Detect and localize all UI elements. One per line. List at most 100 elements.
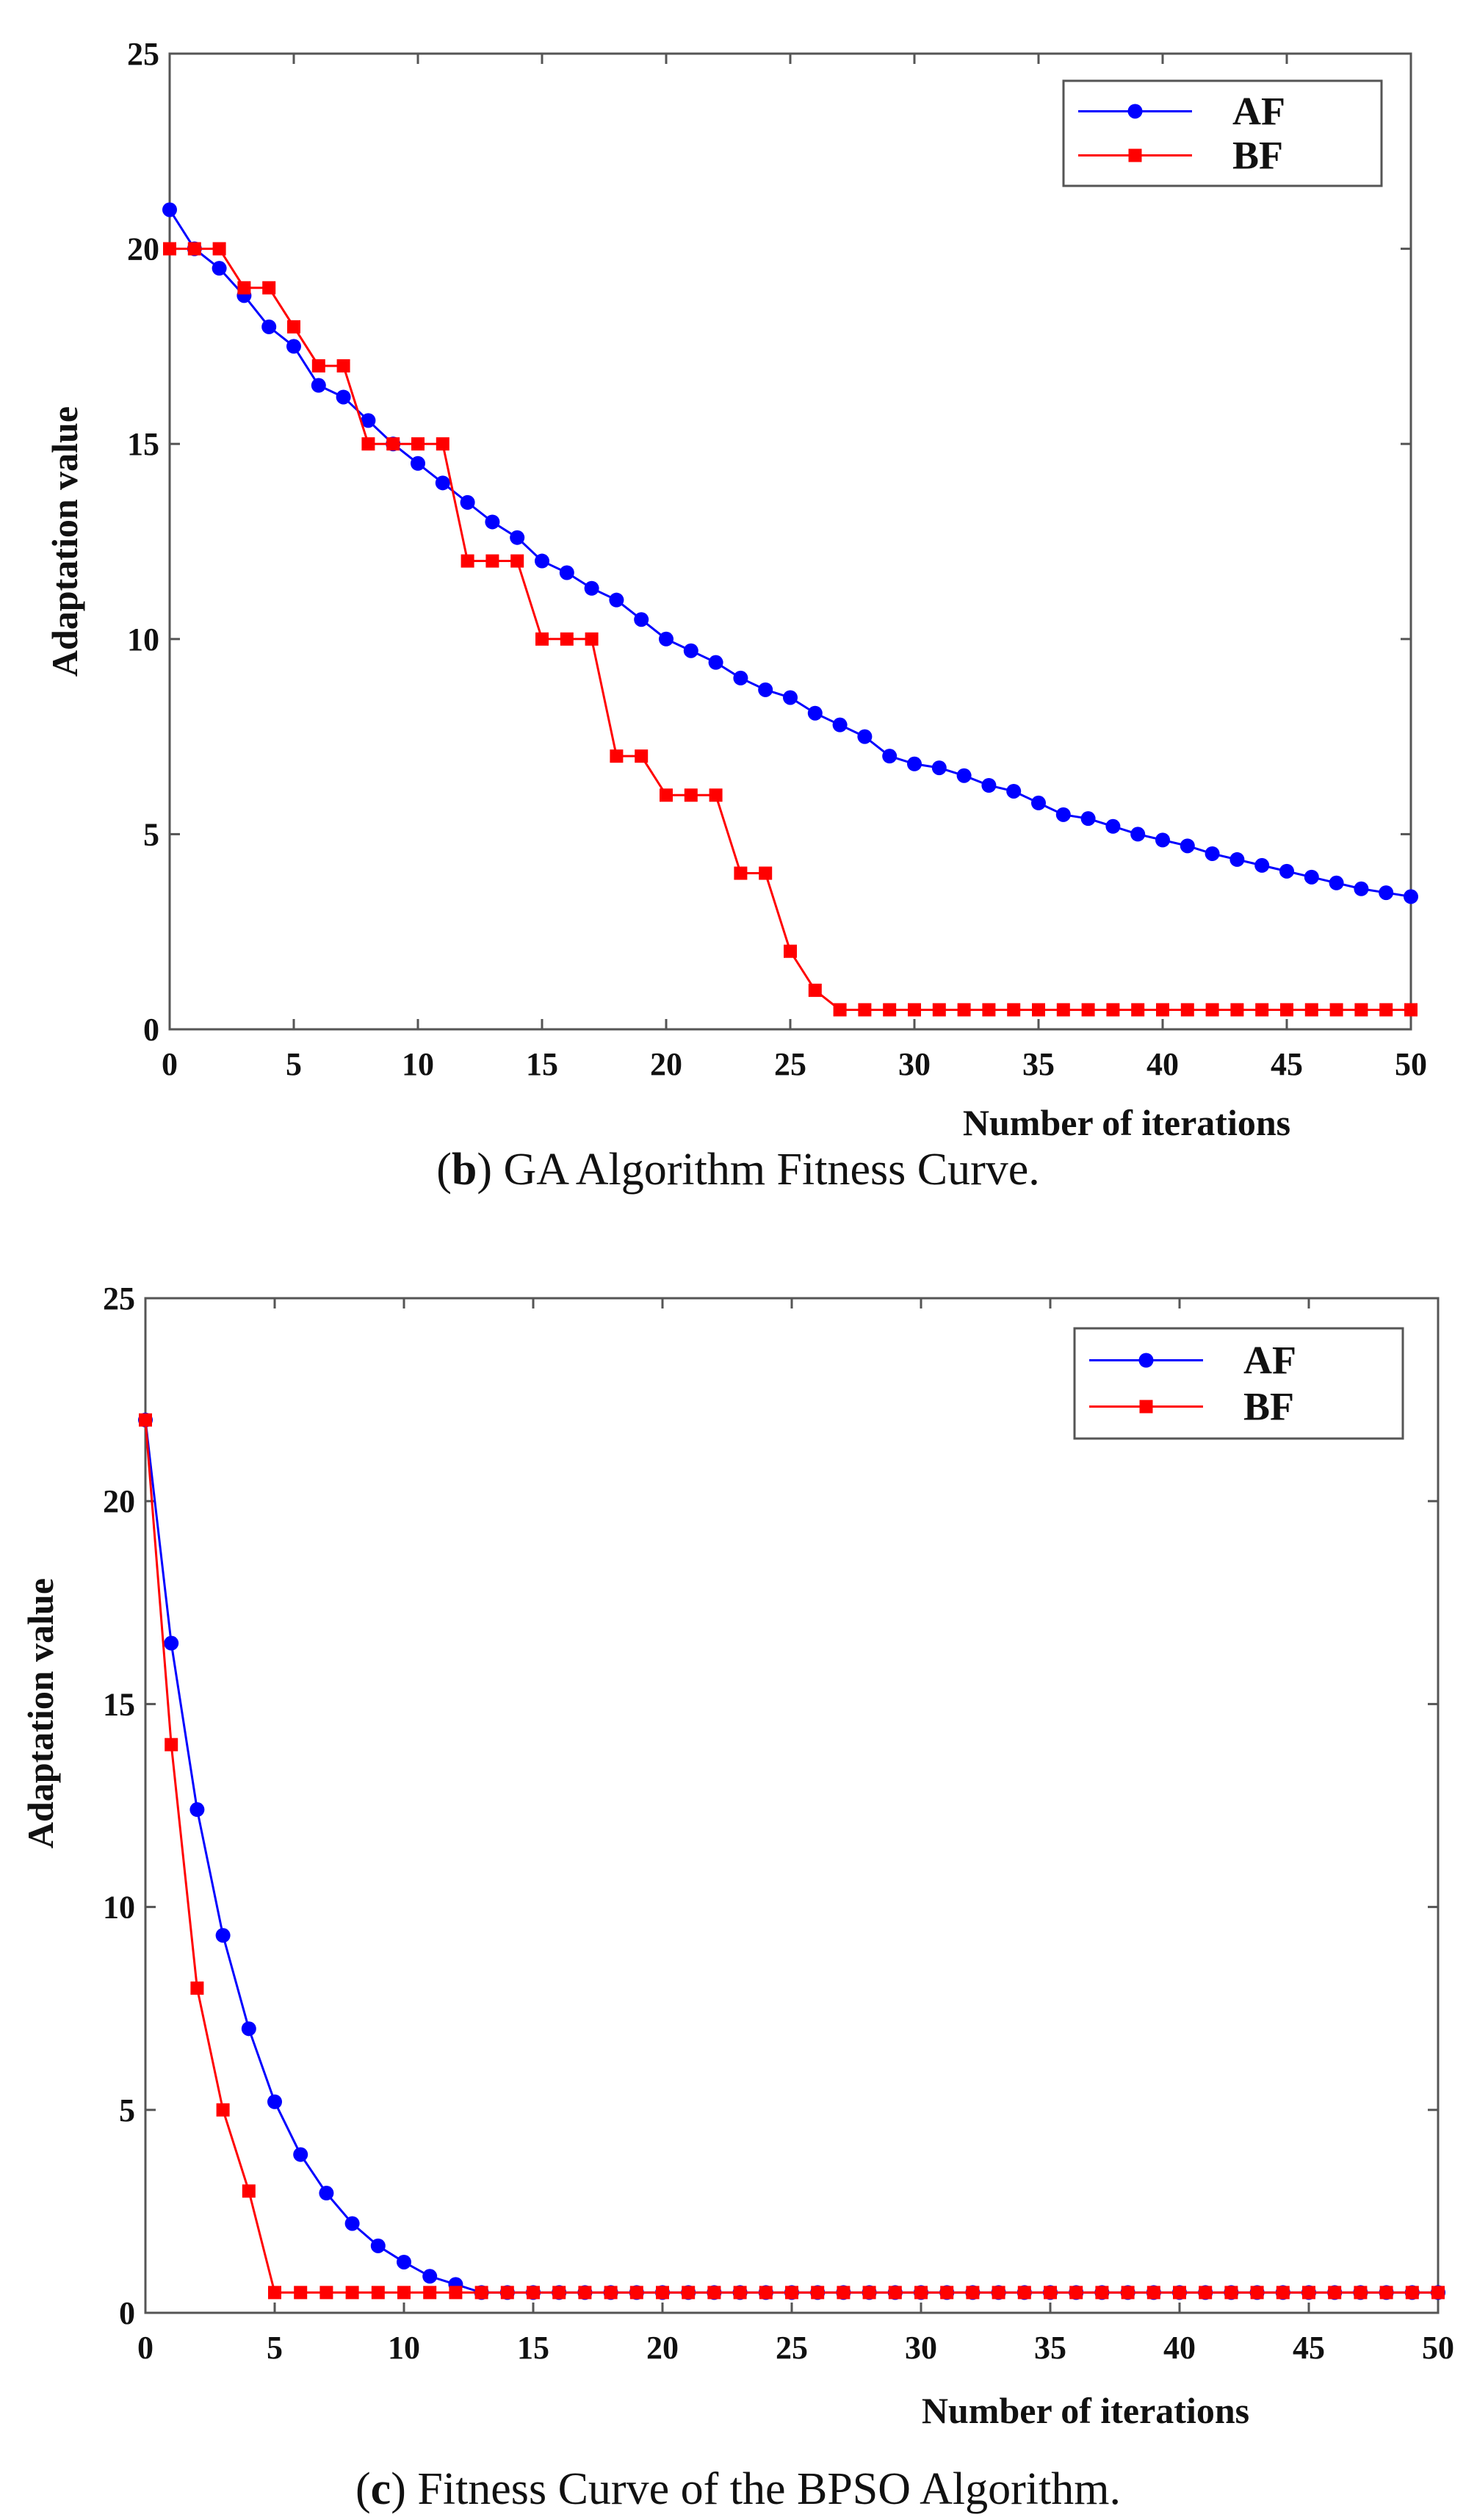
data-point-af: [164, 1635, 179, 1651]
data-point-bf: [883, 1003, 897, 1017]
data-point-bf: [1431, 2286, 1445, 2300]
data-point-bf: [163, 242, 176, 256]
data-point-bf: [386, 437, 400, 451]
data-point-bf: [371, 2286, 385, 2300]
chart-bpso: 0 5 10 15 20 25 30 35 40 45 50 0 5 10 15 20 25 Number of …: [20, 1281, 1454, 2514]
data-point-bf: [940, 2286, 954, 2300]
data-point-af: [1354, 881, 1369, 896]
data-point-af: [261, 319, 277, 334]
data-point-af: [683, 643, 698, 658]
caption-text: GA Algorithm Fitness Curve.: [504, 1145, 1040, 1195]
data-point-af: [783, 690, 798, 705]
data-point-bf: [1032, 1003, 1045, 1017]
data-point-bf: [733, 2286, 747, 2300]
data-point-bf: [242, 2184, 256, 2198]
plot-area: [168, 52, 1412, 1031]
data-point-bf: [1199, 2286, 1213, 2300]
data-point-bf: [734, 866, 748, 880]
data-point-bf: [397, 2286, 411, 2300]
data-point-af: [1006, 783, 1022, 799]
x-tick-label: 0: [137, 2330, 154, 2366]
plot-area: [144, 1297, 1440, 2314]
data-point-af: [1404, 889, 1418, 904]
data-point-af: [1279, 863, 1294, 879]
data-point-af: [311, 378, 326, 393]
data-point-af: [758, 682, 773, 697]
y-tick-label: 25: [103, 1281, 135, 1317]
data-point-bf: [1205, 1003, 1219, 1017]
data-point-af: [212, 261, 227, 276]
x-tick-label: 45: [1293, 2330, 1325, 2366]
x-tick-label: 15: [517, 2330, 549, 2366]
data-point-af: [397, 2254, 411, 2269]
data-point-bf: [560, 632, 574, 646]
data-point-bf: [345, 2286, 359, 2300]
data-point-bf: [319, 2286, 333, 2300]
data-point-af: [634, 612, 649, 627]
x-tick-label: 20: [646, 2330, 679, 2366]
data-point-bf: [485, 554, 499, 568]
data-point-af: [832, 717, 848, 732]
data-point-bf: [1255, 1003, 1269, 1017]
x-tick-label: 25: [774, 1046, 806, 1082]
x-tick-label: 10: [388, 2330, 420, 2366]
x-axis-label: Number of iterations: [922, 2390, 1249, 2431]
data-point-af: [1080, 811, 1096, 827]
data-point-af: [319, 2186, 334, 2201]
data-point-bf: [957, 1003, 971, 1017]
data-point-af: [708, 655, 723, 670]
y-tick-label: 0: [119, 2295, 135, 2331]
data-point-bf: [759, 866, 773, 880]
x-tick-label: 20: [650, 1046, 682, 1082]
data-point-bf: [294, 2286, 308, 2300]
data-point-af: [1329, 875, 1344, 890]
data-point-bf: [237, 281, 251, 295]
data-point-bf: [1044, 2286, 1057, 2300]
x-tick-label: 0: [162, 1046, 178, 1082]
data-point-af: [1031, 795, 1046, 810]
data-point-bf: [784, 944, 797, 958]
x-tick-label: 50: [1422, 2330, 1454, 2366]
data-point-bf: [982, 1003, 996, 1017]
data-point-bf: [1081, 1003, 1095, 1017]
data-point-bf: [449, 2286, 463, 2300]
data-point-bf: [411, 437, 425, 451]
data-point-af: [1055, 807, 1071, 822]
data-point-af: [535, 553, 549, 569]
data-point-bf: [709, 788, 723, 802]
y-tick-label: 20: [127, 231, 159, 267]
figure-caption: (c) Fitness Curve of the BPSO Algorithm.: [355, 2464, 1121, 2514]
legend-label-af: AF: [1243, 1339, 1296, 1383]
legend-label-bf: BF: [1232, 134, 1283, 178]
data-point-af: [609, 592, 624, 608]
caption-paren-close: ): [391, 2464, 417, 2514]
data-point-bf: [1069, 2286, 1083, 2300]
data-point-bf: [1180, 1003, 1194, 1017]
y-tick-label: 0: [143, 1012, 159, 1048]
data-point-bf: [1280, 1003, 1293, 1017]
data-point-af: [162, 202, 177, 217]
data-point-bf: [461, 554, 474, 568]
data-point-af: [411, 456, 425, 471]
data-point-bf: [1156, 1003, 1169, 1017]
data-point-bf: [1329, 1003, 1343, 1017]
data-point-bf: [1304, 1003, 1318, 1017]
legend-box: [1062, 79, 1383, 187]
caption-paren-open: (: [436, 1145, 452, 1195]
data-point-af: [189, 1802, 205, 1818]
data-point-bf: [190, 1981, 204, 1995]
data-point-bf: [785, 2286, 798, 2300]
legend-box: [1073, 1327, 1404, 1440]
data-point-af: [370, 2238, 386, 2253]
data-point-bf: [1379, 1003, 1393, 1017]
data-point-bf: [1106, 1003, 1120, 1017]
data-point-af: [344, 2216, 360, 2231]
data-point-bf: [500, 2286, 514, 2300]
data-point-af: [1130, 827, 1146, 842]
data-point-bf: [1405, 2286, 1419, 2300]
data-point-af: [1379, 885, 1394, 901]
data-point-bf: [660, 788, 673, 802]
data-point-af: [241, 2021, 256, 2037]
